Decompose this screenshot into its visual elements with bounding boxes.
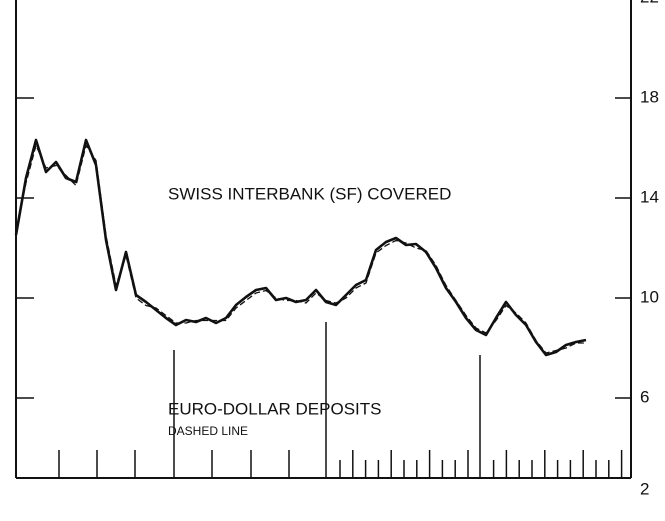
- annotation: EURO-DOLLAR DEPOSITS: [168, 399, 382, 418]
- annotation: DASHED LINE: [168, 424, 248, 438]
- series-line: [15, 144, 586, 354]
- y-tick-label: 22: [640, 0, 659, 6]
- y-tick-label: 6: [640, 387, 649, 406]
- annotation: SWISS INTERBANK (SF) COVERED: [168, 184, 451, 203]
- y-tick-label: 2: [640, 479, 649, 498]
- x-ticks: [58, 322, 481, 478]
- y-tick-label: 18: [640, 87, 659, 106]
- x-minor-ticks: [339, 450, 623, 478]
- y-tick-label: 14: [640, 187, 659, 206]
- series-line: [14, 138, 587, 357]
- y-tick-label: 10: [640, 287, 659, 306]
